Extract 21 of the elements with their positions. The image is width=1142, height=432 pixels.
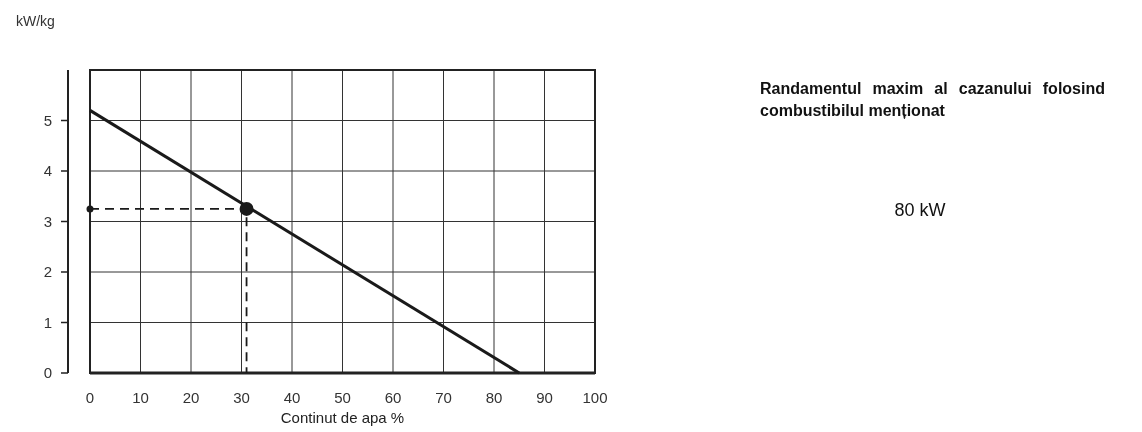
x-tick-label: 40 bbox=[283, 389, 301, 406]
x-axis-title: Continut de apa % bbox=[280, 409, 405, 426]
x-tick-label: 30 bbox=[233, 389, 250, 406]
text: 80 kW bbox=[894, 200, 946, 220]
y-tick-label: 3 bbox=[43, 212, 52, 230]
x-tick-label: 0 bbox=[85, 389, 95, 406]
y-tick-label: 5 bbox=[43, 111, 52, 129]
x-tick-label: 20 bbox=[182, 389, 200, 406]
x-tick-label: 80 bbox=[485, 389, 503, 406]
x-tick-label: 100 bbox=[582, 389, 608, 406]
x-tick-label: 60 bbox=[384, 389, 402, 406]
y-tick-label: 4 bbox=[43, 162, 52, 179]
y-tick-label: 0 bbox=[43, 364, 52, 381]
y-tick-label: 1 bbox=[43, 313, 52, 331]
text: Randamentul maxim al cazanului folosind combustibilul menționat bbox=[760, 79, 1105, 121]
y-tick-label: 2 bbox=[43, 263, 52, 280]
x-tick-label: 10 bbox=[132, 389, 149, 406]
y-axis-title: kW/kg bbox=[16, 13, 55, 29]
x-tick-label: 50 bbox=[334, 389, 351, 406]
x-tick-label: 90 bbox=[536, 389, 553, 406]
x-tick-label: 70 bbox=[435, 389, 452, 406]
